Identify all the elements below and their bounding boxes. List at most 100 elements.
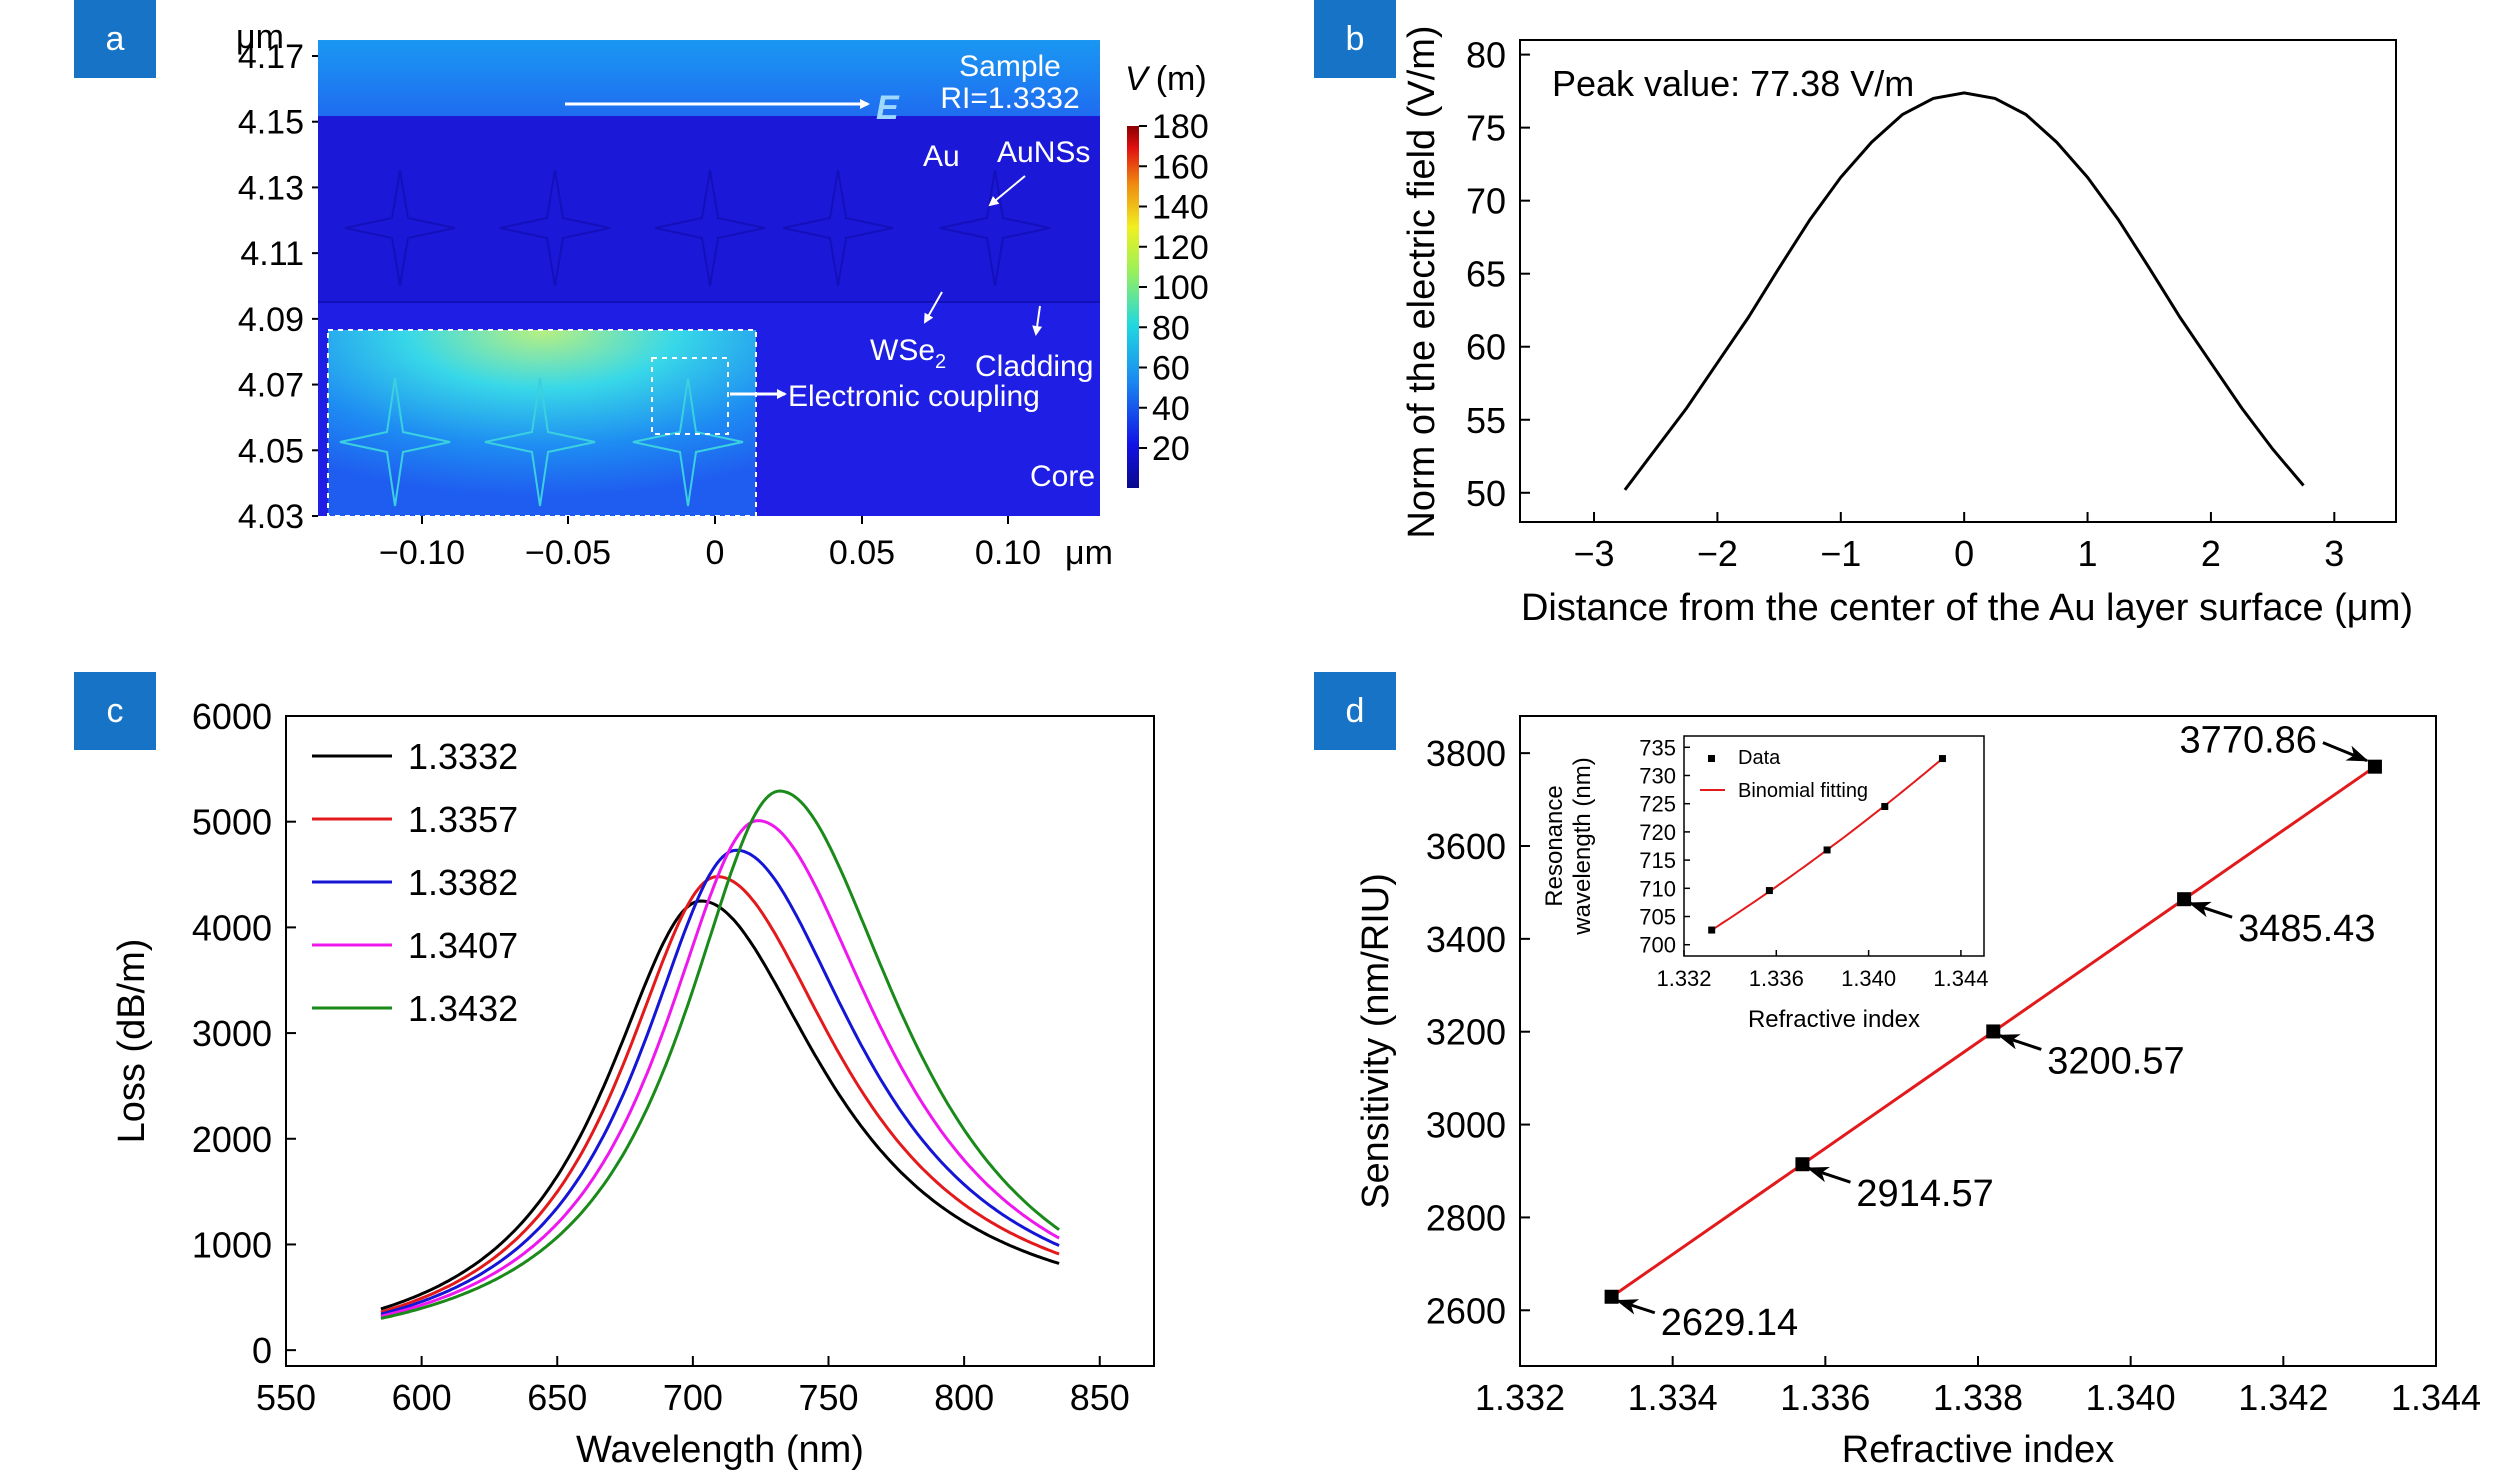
au-label: Au <box>923 140 960 173</box>
panel-c-legend: 1.3332 1.3357 1.3382 1.3407 1.3432 <box>312 736 518 1029</box>
badge-d-label: d <box>1346 692 1365 730</box>
panel-c-y-tick-label: 0 <box>252 1330 272 1371</box>
panel-a-y-tick-label: 4.07 <box>238 367 304 405</box>
colorbar-tick-label: 100 <box>1152 269 1209 307</box>
panel-b-ticks: −3 −2 −1 0 1 2 3 50 55 60 65 70 75 80 <box>1466 35 2344 574</box>
inset-y-tick-label: 715 <box>1639 848 1676 873</box>
panel-d-scatter-chart: 1.332 1.334 1.336 1.338 1.340 1.342 1.344 2600 2… <box>1355 715 2481 1471</box>
colorbar-tick-label: 80 <box>1152 309 1190 347</box>
sample-label: Sample <box>959 50 1061 83</box>
wse2-base: WSe <box>870 334 935 367</box>
colorbar-tick-label: 120 <box>1152 229 1209 267</box>
panel-c-legend-label: 1.3407 <box>408 925 518 966</box>
panel-a-y-unit: μm <box>236 18 284 56</box>
inset-point <box>1823 846 1831 854</box>
panel-d-x-tick-label: 1.342 <box>2238 1377 2328 1418</box>
core-label: Core <box>1030 460 1095 493</box>
panel-a-x-unit: μm <box>1065 534 1113 572</box>
inset-y-tick-label: 705 <box>1639 905 1676 930</box>
panel-c-y-tick-label: 6000 <box>192 696 272 737</box>
panel-a-y-ticks: 4.17 4.15 4.13 4.11 4.09 4.07 4.05 4.03 <box>238 38 318 536</box>
panel-b-annotation: Peak value: 77.38 V/m <box>1552 63 1914 104</box>
panel-b-x-tick-label: −3 <box>1574 533 1615 574</box>
panel-a-y-tick-label: 4.17 <box>238 38 304 76</box>
panel-d-point <box>1795 1157 1810 1172</box>
inset-point <box>1765 887 1773 895</box>
inset-ylabel-line1: Resonance <box>1541 785 1568 906</box>
panel-c-series-1.3357 <box>380 875 1060 1314</box>
panel-b-x-tick-label: 2 <box>2201 533 2221 574</box>
panel-c-y-tick-label: 5000 <box>192 802 272 843</box>
colorbar-title: V (m) <box>1125 60 1207 98</box>
panel-a-y-tick-label: 4.03 <box>238 498 304 536</box>
panel-b-y-tick-label: 70 <box>1466 181 1506 222</box>
panel-d-y-tick-label: 2800 <box>1426 1197 1506 1238</box>
panel-b-x-tick-label: 1 <box>2078 533 2098 574</box>
panel-a-x-ticks: −0.10 −0.05 0 0.05 0.10 <box>379 516 1041 572</box>
panel-b-y-tick-label: 50 <box>1466 473 1506 514</box>
aunss-label: AuNSs <box>997 136 1090 169</box>
panel-d-y-tick-label: 3000 <box>1426 1105 1506 1146</box>
panel-d-label-arrow <box>1615 1299 1656 1315</box>
panel-b-y-tick-label: 75 <box>1466 108 1506 149</box>
colorbar-tick-label: 40 <box>1152 390 1190 428</box>
badge-b-bg <box>1314 0 1396 78</box>
cladding-label: Cladding <box>975 350 1093 383</box>
inset-legend-data-label: Data <box>1738 747 1781 769</box>
panel-d-x-tick-label: 1.334 <box>1628 1377 1718 1418</box>
panel-d-label-arrow <box>1997 1034 2042 1051</box>
panel-b-line-chart: Peak value: 77.38 V/m −3 −2 −1 0 1 2 3 50 55 60 65… <box>1401 25 2413 629</box>
inset-point <box>1938 755 1946 763</box>
colorbar-tick-label: 20 <box>1152 430 1190 468</box>
panel-d-x-tick-label: 1.332 <box>1475 1377 1565 1418</box>
panel-d-label-arrow <box>2322 741 2369 763</box>
panel-d-point-label: 3200.57 <box>2047 1040 2184 1082</box>
badge-b: b <box>1314 0 1396 78</box>
panel-b-xlabel: Distance from the center of the Au layer… <box>1521 587 2413 629</box>
badge-c-label: c <box>107 692 124 730</box>
panel-b-x-tick-label: −1 <box>1820 533 1861 574</box>
panel-c-x-tick-label: 550 <box>256 1377 316 1418</box>
badge-a-bg <box>74 0 156 78</box>
ri-label: RI=1.3332 <box>940 82 1079 115</box>
badge-d: d <box>1314 672 1396 750</box>
cladding-arrow <box>1032 305 1043 336</box>
panel-d-points <box>1604 759 2382 1304</box>
panel-c-plot-frame <box>285 715 1155 1367</box>
panel-d-point <box>1986 1024 2001 1039</box>
panel-d-x-tick-label: 1.338 <box>1933 1377 2023 1418</box>
zoom-inset-frame <box>327 329 757 517</box>
inset-legend-data-marker <box>1708 755 1715 762</box>
inset-y-tick-label: 710 <box>1639 876 1676 901</box>
panel-a-field-map: E Sample RI=1.3332 Au AuNSs WSe2 Claddin… <box>236 18 1209 572</box>
panel-c-ticks: 550 600 650 700 750 800 850 0 1000 2000 3000 4000 50… <box>192 696 1130 1418</box>
panel-d-inset: 1.332 1.336 1.340 1.344 700 705 710 715 720 725 73… <box>1541 735 1988 1033</box>
panel-c-x-tick-label: 800 <box>934 1377 994 1418</box>
inset-ylabel-line2: wavelength (nm) <box>1569 757 1596 935</box>
inset-x-tick-label: 1.344 <box>1933 966 1988 991</box>
inset-xlabel: Refractive index <box>1748 1006 1920 1033</box>
inset-y-tick-label: 720 <box>1639 820 1676 845</box>
inset-point <box>1708 926 1716 934</box>
colorbar <box>1127 126 1139 488</box>
coupling-label: Electronic coupling <box>788 380 1040 413</box>
panel-c-series-1.3382 <box>380 848 1060 1316</box>
panel-d-point <box>2177 892 2192 907</box>
panel-d-y-tick-label: 3600 <box>1426 826 1506 867</box>
panel-b-plot-frame <box>1519 39 2397 523</box>
panel-d-y-tick-label: 3200 <box>1426 1012 1506 1053</box>
e-field-label: E <box>876 89 900 127</box>
panel-b-ylabel: Norm of the electric field (V/m) <box>1401 25 1443 538</box>
inset-x-tick-label: 1.332 <box>1656 966 1711 991</box>
panel-d-y-tick-label: 3400 <box>1426 919 1506 960</box>
inset-y-tick-label: 730 <box>1639 763 1676 788</box>
panel-a-y-tick-label: 4.09 <box>238 301 304 339</box>
badge-a: a <box>74 0 156 78</box>
inset-points <box>1708 755 1946 934</box>
wse2-arrow <box>924 291 943 324</box>
panel-d-y-tick-label: 3800 <box>1426 733 1506 774</box>
panel-d-point-labels: 2629.14 2914.57 3200.57 3485.43 3770.86 <box>1615 720 2375 1344</box>
panel-d-x-tick-label: 1.340 <box>2086 1377 2176 1418</box>
